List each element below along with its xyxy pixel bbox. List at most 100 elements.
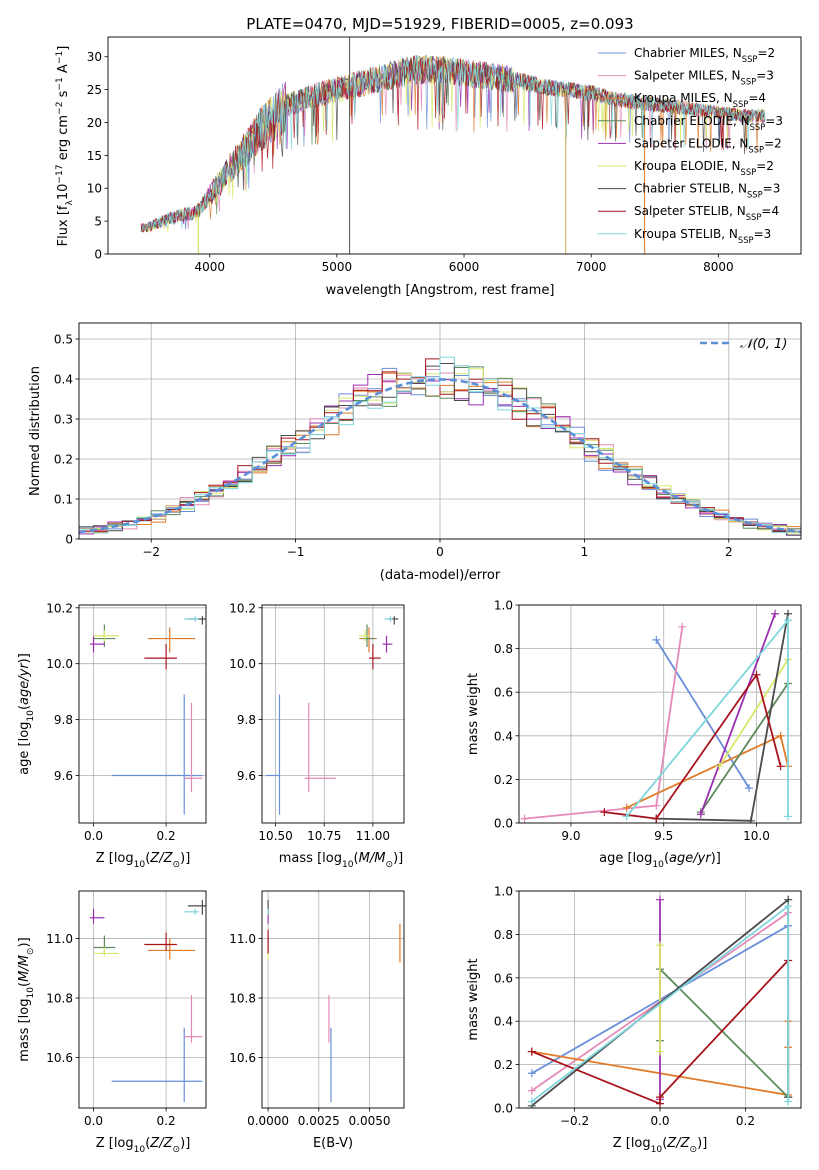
y-tick-label: 0.2 [494,1058,513,1072]
data-marker [752,670,761,679]
y-tick-label: 0 [94,248,102,262]
data-marker [656,941,664,950]
weight-line [700,682,789,813]
error-bar [144,932,177,951]
y-axis-label: age [log10(age/yr)] [17,653,36,775]
legend-label: Chabrier ELODIE, NSSP=3 [634,114,783,132]
y-tick-label: 1.0 [494,599,513,613]
data-marker [656,895,664,904]
legend-label: Salpeter ELODIE, NSSP=2 [634,136,782,154]
y-tick-label: 0.8 [494,642,513,656]
error-bar [93,947,119,957]
y-tick-label: 0.3 [54,413,73,427]
error-bar [184,616,199,622]
gridlines [79,605,206,823]
data-marker [527,1069,536,1078]
y-tick-label: 1.0 [494,885,513,899]
ticks: 0.0000 0.0025 0.0050 10.6 10.8 11.0 [229,932,390,1128]
y-tick-label: 5 [94,215,102,229]
ticks: −0.2 0.0 0.2 0.0 0.2 0.4 0.6 0.8 1.0 [494,885,755,1129]
legend-label: Kroupa ELODIE, NSSP=2 [634,159,774,177]
data-marker [784,616,793,625]
axes-z-weight: −0.2 0.0 0.2 0.0 0.2 0.4 0.6 0.8 1.0 Z [log10(Z/Z… [466,885,802,1155]
plot-area [79,356,801,536]
data-marker [771,609,780,618]
gaussian-curve [79,378,801,534]
legend-label: Salpeter STELIB, NSSP=4 [634,204,779,222]
data-marker [784,902,793,911]
y-tick-label: 10.6 [229,1051,256,1065]
y-tick-label: 10 [87,182,102,196]
y-tick-label: 0.5 [54,333,73,347]
x-tick-label: 10.0 [743,829,770,843]
error-bar [382,635,393,653]
data-marker [527,1097,536,1106]
y-tick-label: 10.2 [229,601,256,615]
x-tick-label: 10.75 [307,829,341,843]
x-tick-label: 1 [581,545,589,559]
legend-label: Salpeter MILES, NSSP=3 [634,69,774,87]
weight-line [699,613,776,815]
data-marker [652,801,661,810]
error-bar [359,630,369,642]
gridlines [79,323,801,540]
y-tick-label: 10.8 [229,992,256,1006]
error-bar [184,995,203,1043]
y-tick-label: 0.1 [54,493,73,507]
x-axis-label: Z [log10(Z/Z⊙)] [96,851,191,870]
error-bar [304,702,336,793]
x-tick-label: 0.2 [157,829,176,843]
gridlines [262,605,404,823]
legend-label: Kroupa STELIB, NSSP=3 [634,227,771,245]
x-tick-label: 9.5 [654,829,673,843]
plot-area [89,899,206,1103]
data-marker [600,808,609,817]
legend: Chabrier MILES, NSSP=2 Salpeter MILES, NS… [598,46,783,245]
x-tick-label: 7000 [576,260,607,274]
y-tick-label: 10.8 [46,992,73,1006]
x-axis-label: Z [log10(Z/Z⊙)] [96,1136,191,1155]
axes-z-age: 0.0 0.2 9.6 9.8 10.0 10.2 Z [log10(Z/Z⊙)] age [… [17,601,207,870]
x-tick-label: 0.0000 [247,1114,289,1128]
error-bar [111,694,203,815]
y-tick-label: 9.8 [237,713,256,727]
x-tick-label: 8000 [703,260,734,274]
y-tick-label: 9.6 [54,769,73,783]
y-axis-label: Flux [fλ10−17 erg cm−2 s−1 A−1] [55,46,75,247]
data-marker [776,762,785,771]
histogram-step [79,356,801,534]
axes-frame [78,890,207,1109]
y-tick-label: 20 [87,116,102,130]
x-tick-label: 2 [725,545,733,559]
data-marker [622,812,631,821]
x-tick-label: 6000 [449,260,480,274]
error-bar [93,630,119,642]
axes-frame [518,890,802,1109]
axes-age-weight: 9.0 9.5 10.0 0.0 0.2 0.4 0.6 0.8 1.0 age [log10(a… [466,599,802,870]
error-bar [187,899,206,915]
weight-line [524,626,684,820]
x-axis-label: wavelength [Angstrom, rest frame] [326,283,555,298]
data-marker [527,1047,536,1056]
x-tick-label: 9.0 [561,829,580,843]
x-tick-label: −0.2 [560,1114,589,1128]
y-tick-label: 0.4 [494,729,513,743]
error-bar [89,908,105,924]
ticks: 9.0 9.5 10.0 0.0 0.2 0.4 0.6 0.8 1.0 [494,599,770,844]
axes-ebv-mass: 0.0000 0.0025 0.0050 10.6 10.8 11.0 E(B-V) [229,890,405,1151]
y-tick-label: 10.0 [46,657,73,671]
y-tick-label: 0.4 [494,1015,513,1029]
y-tick-label: 0 [65,533,73,547]
axes-frame [78,604,207,824]
error-bar [144,644,177,670]
axes-residuals: −2 −1 0 1 2 0 0.1 0.2 0.3 0.4 0.5 (data-model)/erro… [28,322,802,583]
error-bar [265,694,281,815]
y-tick-label: 9.8 [54,713,73,727]
data-marker [745,784,754,793]
error-bar [368,644,381,670]
data-marker [715,762,724,771]
y-tick-label: 30 [87,50,102,64]
x-axis-label: age [log10(age/yr)] [599,851,721,870]
error-bar [187,616,206,625]
